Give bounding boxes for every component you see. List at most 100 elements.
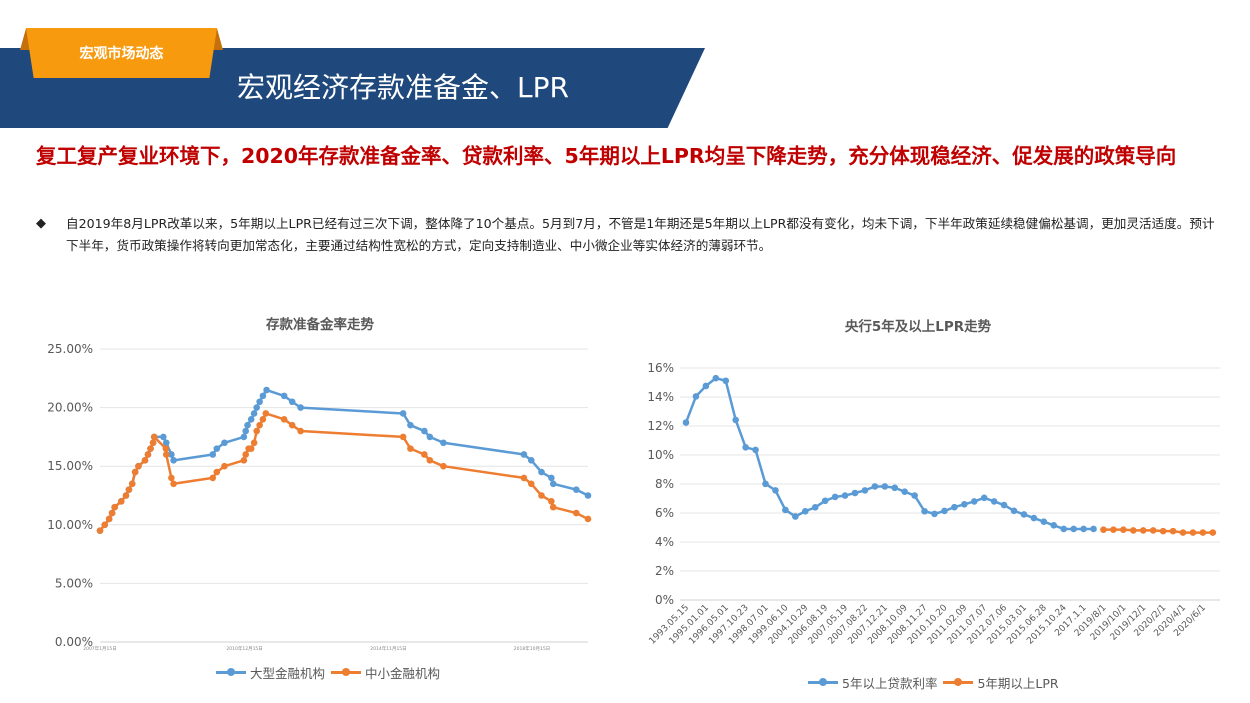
small-institutions-point xyxy=(131,468,139,476)
y-tick-label: 5.00% xyxy=(55,576,93,590)
large-institutions-point xyxy=(160,433,167,441)
loan-rate-5y-point xyxy=(1080,525,1087,533)
section-tab: 宏观市场动态 xyxy=(26,28,217,78)
loan-rate-5y-point xyxy=(811,504,819,511)
large-institutions-point xyxy=(288,398,296,406)
lpr-5y-point xyxy=(1189,529,1197,536)
small-institutions-point xyxy=(548,498,555,505)
large-institutions-point xyxy=(297,404,304,411)
legend-swatch xyxy=(216,668,246,676)
large-institutions-point xyxy=(407,421,414,429)
page-title: 宏观经济存款准备金、LPR xyxy=(237,71,569,104)
small-institutions-point xyxy=(125,486,133,493)
loan-rate-5y-point xyxy=(722,377,730,385)
large-institutions-point xyxy=(162,439,170,447)
y-tick-label: 4% xyxy=(655,535,674,549)
loan-rate-5y-point xyxy=(1040,518,1048,525)
loan-rate-5y-point xyxy=(931,510,938,518)
loan-rate-5y-point xyxy=(881,483,889,490)
x-tick-label: 2014年11月15日 xyxy=(370,645,406,652)
loan-rate-5y-point xyxy=(851,489,859,497)
lpr-5y-point xyxy=(1179,529,1187,536)
large-institutions-point xyxy=(520,451,528,458)
headline: 复工复产复业环境下，2020年存款准备金率、贷款利率、5年期以上LPR均呈下降走… xyxy=(36,144,1177,168)
loan-rate-5y-point xyxy=(1010,507,1018,515)
small-institutions-point xyxy=(421,451,428,458)
small-institutions-point xyxy=(240,457,248,464)
small-institutions-point xyxy=(170,480,177,488)
loan-rate-5y-point xyxy=(990,498,998,505)
y-tick-label: 12% xyxy=(647,419,674,433)
lpr-5y-point xyxy=(1209,529,1217,536)
small-institutions-point xyxy=(150,433,158,441)
loan-rate-5y-point xyxy=(752,446,759,454)
y-tick-label: 10% xyxy=(647,448,674,462)
lpr-5y-point xyxy=(1169,527,1177,535)
small-institutions-point xyxy=(122,492,130,499)
loan-rate-5y-point xyxy=(702,382,710,390)
loan-rate-5y-line xyxy=(684,376,1094,531)
lpr-5y-point xyxy=(1159,527,1167,535)
small-institutions-point xyxy=(584,515,592,523)
y-tick-label: 6% xyxy=(655,506,674,520)
loan-rate-5y-point xyxy=(692,393,700,400)
small-institutions-point xyxy=(108,509,116,517)
loan-rate-5y-point xyxy=(682,419,690,426)
small-institutions-point xyxy=(280,416,288,423)
legend-reserve-ratio: 大型金融机构 中小金融机构 xyxy=(216,663,446,682)
loan-rate-5y-point xyxy=(901,488,908,495)
loan-rate-5y-point xyxy=(772,487,779,494)
small-institutions-point xyxy=(242,451,250,458)
legend-label: 5年期以上LPR xyxy=(977,676,1059,691)
large-institutions-point xyxy=(250,410,258,417)
y-tick-label: 10.00% xyxy=(47,518,93,532)
small-institutions-point xyxy=(256,421,263,429)
large-institutions-point xyxy=(259,392,267,400)
legend-swatch xyxy=(808,678,838,686)
lpr-5y-point xyxy=(1139,527,1147,534)
large-institutions-point xyxy=(527,457,535,464)
large-institutions-point xyxy=(170,457,177,464)
loan-rate-5y-point xyxy=(762,480,769,488)
loan-rate-5y-point xyxy=(712,374,720,382)
small-institutions-point xyxy=(407,445,414,452)
large-institutions-point xyxy=(168,451,175,458)
large-institutions-point xyxy=(549,480,557,488)
large-institutions-point xyxy=(256,398,263,406)
legend-item-loan-rate: 5年以上贷款利率 xyxy=(808,673,937,692)
small-institutions-point xyxy=(262,410,270,417)
x-tick-label: 2018年10月15日 xyxy=(514,645,550,652)
lpr-5y-point xyxy=(1199,529,1207,536)
x-tick-label: 2007年1月15日 xyxy=(83,645,117,652)
small-institutions-point xyxy=(538,492,545,499)
legend-lpr: 5年以上贷款利率 5年期以上LPR xyxy=(808,673,1065,692)
loan-rate-5y-point xyxy=(871,483,879,490)
small-institutions-point xyxy=(111,503,118,511)
loan-rate-5y-point xyxy=(831,493,839,501)
loan-rate-5y-point xyxy=(742,444,749,451)
large-institutions-point xyxy=(221,439,228,447)
y-tick-label: 0.00% xyxy=(55,635,93,649)
loan-rate-5y-point xyxy=(1030,514,1038,522)
bullet-text: 自2019年8月LPR改革以来，5年期以上LPR已经有过三次下调，整体降了10个… xyxy=(66,216,1215,253)
loan-rate-5y-point xyxy=(1070,525,1077,533)
small-institutions-point xyxy=(520,474,528,482)
loan-rate-5y-point xyxy=(911,492,918,499)
small-institutions-point xyxy=(297,427,304,435)
large-institutions-point xyxy=(263,386,270,394)
small-institutions-point xyxy=(259,416,267,423)
lpr-5y-point xyxy=(1100,526,1107,533)
legend-item-lpr: 5年期以上LPR xyxy=(943,673,1059,692)
large-institutions-point xyxy=(247,416,255,423)
large-institutions-point xyxy=(538,468,545,476)
small-institutions-point xyxy=(288,421,296,429)
small-institutions-point xyxy=(527,480,535,488)
diamond-bullet-icon: ◆ xyxy=(36,216,46,231)
y-tick-label: 14% xyxy=(647,390,674,404)
x-tick-label: 2010年12月15日 xyxy=(226,645,262,652)
large-institutions-point xyxy=(548,474,555,482)
loan-rate-5y-point xyxy=(1000,501,1008,509)
large-institutions-point xyxy=(421,427,428,435)
